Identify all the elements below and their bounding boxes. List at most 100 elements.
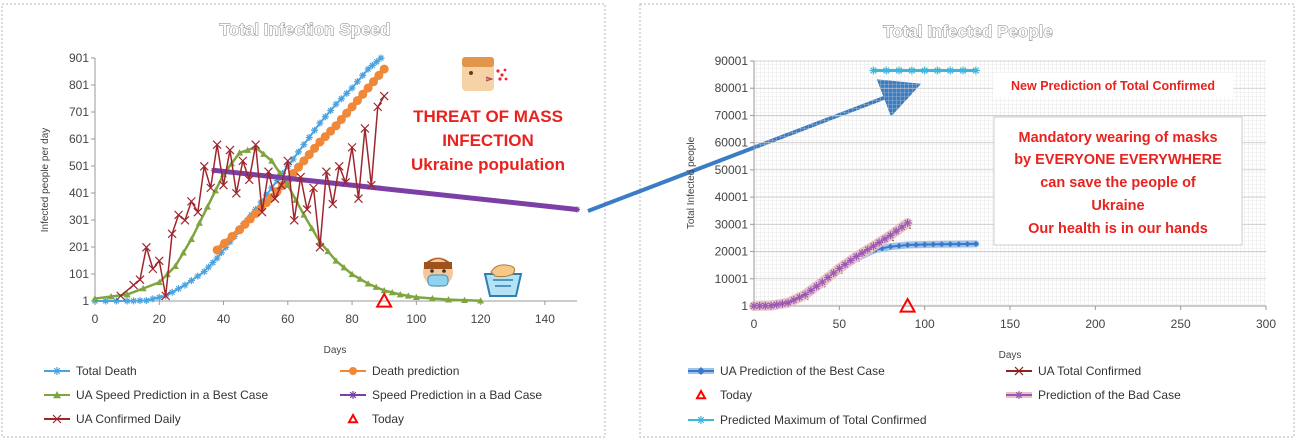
left-series-2-point bbox=[244, 146, 252, 153]
left-panel-frame bbox=[1, 3, 606, 438]
left-legend-swatch-marker bbox=[347, 412, 359, 424]
left-series-1-point bbox=[227, 231, 237, 241]
left-series-2-point bbox=[404, 292, 412, 299]
left-series-2-point bbox=[203, 203, 211, 210]
right-series-2-point bbox=[898, 296, 917, 313]
right-series-3-point bbox=[852, 252, 861, 261]
left-series-1-point bbox=[374, 70, 384, 80]
right-series-2 bbox=[898, 296, 917, 313]
left-series-1-point bbox=[294, 162, 304, 172]
left-series-0-point bbox=[217, 249, 225, 257]
left-legend-item: Speed Prediction in a Bad Case bbox=[340, 388, 542, 402]
new-prediction-box bbox=[993, 73, 1233, 97]
left-series-2-point bbox=[412, 293, 420, 301]
left-legend-label: UA Confirmed Daily bbox=[76, 412, 181, 426]
left-series-0-point bbox=[168, 288, 176, 296]
threat-line-2: INFECTION bbox=[442, 131, 534, 150]
left-x-tick-label: 120 bbox=[471, 312, 491, 326]
left-series-2-point bbox=[308, 224, 316, 232]
left-series-0-point bbox=[213, 254, 221, 262]
left-series-4-point bbox=[379, 91, 389, 101]
left-series-0-point bbox=[262, 191, 270, 199]
mask-message-line-3: can save the people of bbox=[1040, 175, 1196, 191]
right-series-0-point bbox=[887, 243, 894, 250]
sneeze-icon bbox=[462, 57, 508, 91]
right-series-4 bbox=[869, 66, 980, 75]
left-series-0-point bbox=[130, 297, 138, 305]
left-series-1-point bbox=[326, 126, 336, 136]
mask-message-line-2: by EVERYONE EVERYWHERE bbox=[1014, 152, 1222, 168]
mask-person-icon bbox=[423, 257, 453, 287]
left-series-1-point bbox=[352, 96, 362, 106]
right-y-tick-label: 1 bbox=[741, 299, 748, 313]
left-series-4-point bbox=[174, 210, 183, 220]
left-series-0-point bbox=[200, 268, 208, 276]
left-series-0-point bbox=[332, 100, 340, 108]
right-legend-label: Prediction of the Bad Case bbox=[1038, 388, 1181, 402]
left-series-1-point bbox=[288, 168, 298, 178]
left-y-tick-label: 1 bbox=[82, 294, 89, 308]
left-series-4-point bbox=[296, 172, 306, 182]
right-x-tick-label: 50 bbox=[833, 317, 847, 331]
right-series-3-point bbox=[869, 242, 878, 251]
left-series-2-point bbox=[171, 262, 179, 269]
left-series-1-point bbox=[379, 64, 389, 74]
right-y-tick-label: 60001 bbox=[715, 136, 749, 150]
left-series-1-point bbox=[347, 102, 357, 112]
threat-line-3: Ukraine population bbox=[411, 155, 565, 174]
right-x-tick-label: 0 bbox=[751, 317, 758, 331]
right-x-tick-label: 100 bbox=[915, 317, 935, 331]
left-series-0-point bbox=[142, 296, 150, 304]
left-legend-swatch-marker bbox=[53, 367, 61, 375]
left-series-0-point bbox=[102, 297, 110, 305]
left-y-axis-title: Infected people per day bbox=[40, 128, 51, 233]
right-legend-swatch-marker bbox=[697, 416, 705, 424]
right-series-3-point bbox=[880, 234, 889, 243]
left-series-0-point bbox=[337, 95, 345, 103]
left-series-4-point bbox=[373, 102, 383, 112]
left-series-4-point bbox=[129, 280, 138, 290]
left-series-4 bbox=[116, 91, 389, 301]
right-legend-item: UA Total Confirmed bbox=[1006, 364, 1141, 378]
left-series-4-point bbox=[341, 178, 351, 187]
left-series-1-point bbox=[358, 89, 368, 99]
left-legend-swatch-marker bbox=[349, 391, 357, 399]
left-y-tick-label: 801 bbox=[69, 78, 89, 92]
left-series-0-point bbox=[273, 177, 281, 185]
right-legend-swatch-marker bbox=[695, 388, 707, 400]
right-legend-label: UA Prediction of the Best Case bbox=[720, 364, 885, 378]
left-series-4-point bbox=[289, 215, 299, 225]
left-series-0-point bbox=[316, 119, 324, 127]
right-legend-label: Predicted Maximum of Total Confirmed bbox=[720, 413, 927, 427]
left-chart-title: Total Infection Speed bbox=[220, 20, 391, 39]
right-legend-item: UA Prediction of the Best Case bbox=[688, 364, 885, 378]
left-series-4-point bbox=[238, 156, 248, 166]
left-series-2-point bbox=[324, 247, 332, 255]
left-chart: Total Infection Speed 1 101 201 301 401 501 60… bbox=[40, 20, 580, 426]
left-series-4-point bbox=[302, 205, 312, 214]
left-series-2-point bbox=[396, 291, 404, 298]
left-series-4-point bbox=[334, 161, 344, 171]
left-series-2-point bbox=[260, 150, 268, 157]
right-chart-title: Total Infected People bbox=[883, 22, 1053, 41]
left-series-0-point bbox=[123, 297, 131, 305]
left-series-2-point bbox=[332, 257, 340, 264]
left-series-0-point bbox=[155, 293, 163, 301]
right-series-3-point bbox=[823, 273, 832, 282]
right-x-tick-label: 250 bbox=[1171, 317, 1191, 331]
right-series-3-point bbox=[755, 301, 764, 310]
left-series-4-point bbox=[116, 291, 126, 301]
left-series-4-point bbox=[161, 291, 171, 301]
right-series-0-point bbox=[913, 241, 920, 248]
left-series-2-point bbox=[477, 297, 485, 304]
left-series-4-point bbox=[321, 167, 331, 177]
right-y-tick-label: 30001 bbox=[715, 217, 749, 231]
left-series-4-point bbox=[212, 140, 222, 150]
left-legend-swatch-marker bbox=[349, 367, 357, 375]
left-series-0-point bbox=[368, 61, 376, 69]
left-series-0-point bbox=[226, 238, 234, 246]
right-series-3-point bbox=[812, 282, 821, 291]
right-legend-swatch-marker bbox=[1015, 391, 1023, 399]
left-series-4-point bbox=[206, 183, 216, 193]
right-series-3-point bbox=[863, 245, 872, 254]
